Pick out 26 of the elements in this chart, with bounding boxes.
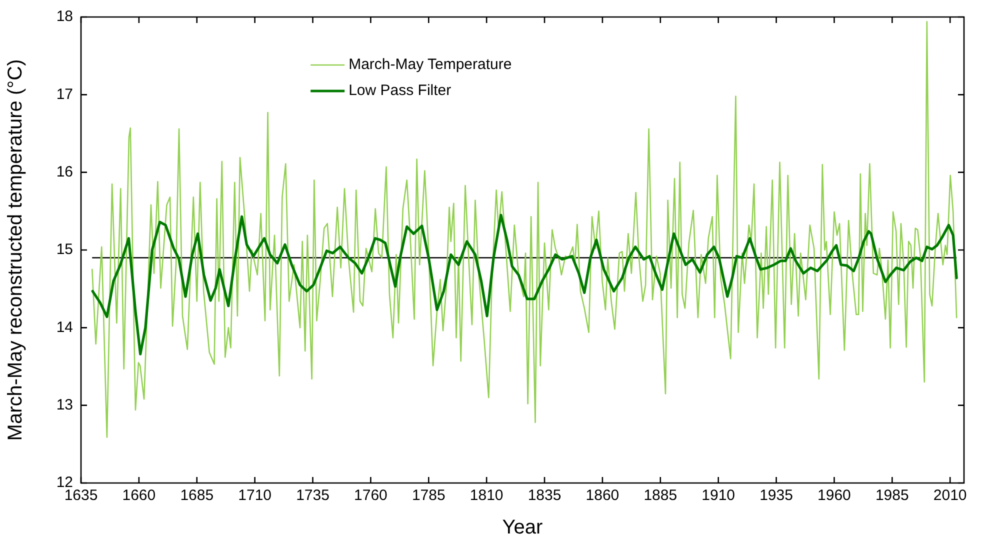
- x-tick-label: 1810: [470, 487, 504, 504]
- x-tick-label: 1935: [760, 487, 793, 504]
- y-axis-title: March-May reconstructed temperature (°C): [4, 59, 27, 441]
- y-tick-label: 17: [56, 86, 73, 103]
- x-tick-label: 1835: [528, 487, 562, 504]
- x-tick-label: 1710: [238, 487, 272, 504]
- x-tick-label: 1910: [702, 487, 736, 504]
- x-tick-label: 1985: [875, 487, 909, 504]
- x-tick-label: 1760: [354, 487, 388, 504]
- x-tick-label: 1860: [586, 487, 620, 504]
- legend-label: March-May Temperature: [348, 56, 512, 74]
- x-tick-label: 1885: [644, 487, 678, 504]
- y-tick-label: 16: [56, 163, 73, 180]
- legend-label: Low Pass Filter: [348, 82, 452, 100]
- x-tick-label: 1635: [64, 487, 98, 504]
- x-tick-label: 1735: [296, 487, 330, 504]
- y-tick-label: 13: [56, 396, 73, 414]
- x-tick-label: 1660: [122, 487, 156, 504]
- y-tick-label: 14: [56, 318, 73, 336]
- x-axis-title: Year: [502, 516, 544, 539]
- y-tick-label: 15: [56, 241, 73, 258]
- y-tick-label: 18: [56, 8, 73, 26]
- x-tick-label: 1685: [180, 487, 214, 504]
- x-tick-label: 1785: [412, 487, 446, 504]
- x-tick-label: 1960: [818, 487, 851, 504]
- x-tick-label: 2010: [933, 487, 967, 504]
